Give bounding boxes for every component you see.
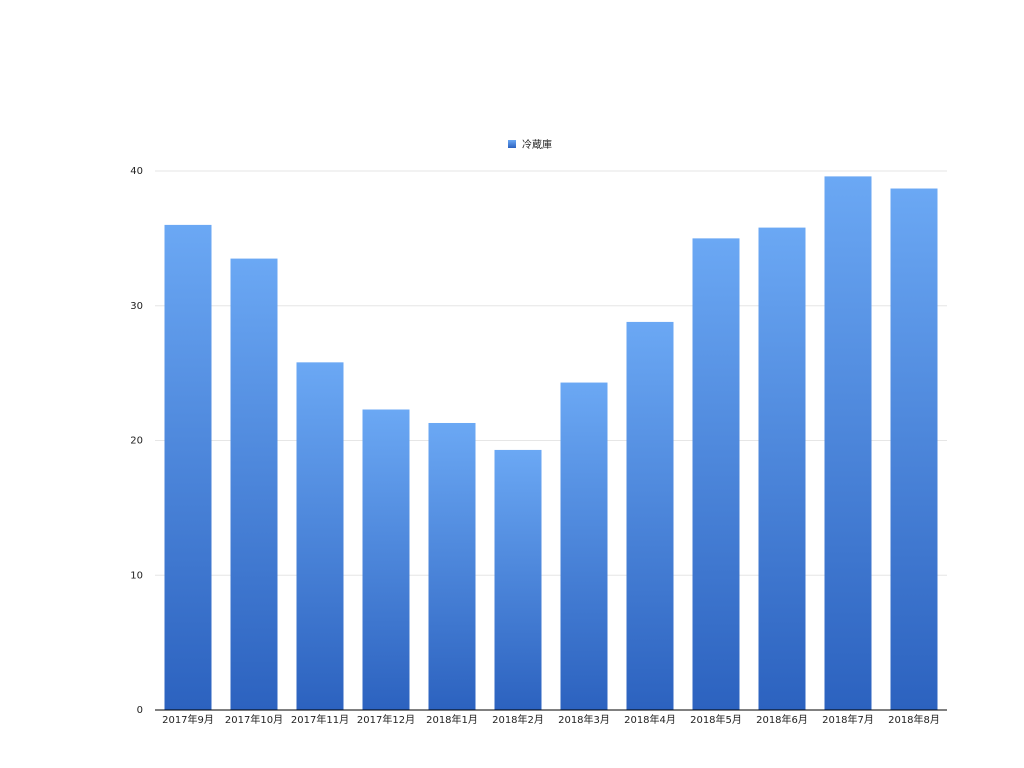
bar [824,176,872,710]
x-tick-label: 2017年9月 [162,713,214,726]
bar [560,382,608,710]
bar [296,362,344,710]
bar [626,321,674,710]
x-tick-label: 2018年4月 [624,713,676,726]
x-tick-label: 2017年10月 [225,713,283,726]
y-tick-label: 20 [130,436,143,447]
legend-label: 冷蔵庫 [522,138,552,151]
x-tick-label: 2018年7月 [822,713,874,726]
bar [362,409,410,710]
bar [692,238,740,710]
bar [230,258,278,710]
bar [758,227,806,710]
y-tick-label: 40 [130,166,143,177]
y-tick-label: 0 [137,705,143,716]
y-tick-label: 30 [130,301,143,312]
bar [428,422,476,710]
x-tick-label: 2018年6月 [756,713,808,726]
x-tick-label: 2017年12月 [357,713,415,726]
x-tick-label: 2018年1月 [426,713,478,726]
x-tick-label: 2018年3月 [558,713,610,726]
bar [164,224,212,710]
x-tick-label: 2018年5月 [690,713,742,726]
x-tick-label: 2018年2月 [492,713,544,726]
x-tick-label: 2017年11月 [291,713,349,726]
legend-swatch [508,140,516,148]
bar [494,449,542,710]
x-tick-label: 2018年8月 [888,713,940,726]
y-tick-label: 10 [130,570,143,581]
bar [890,188,938,710]
